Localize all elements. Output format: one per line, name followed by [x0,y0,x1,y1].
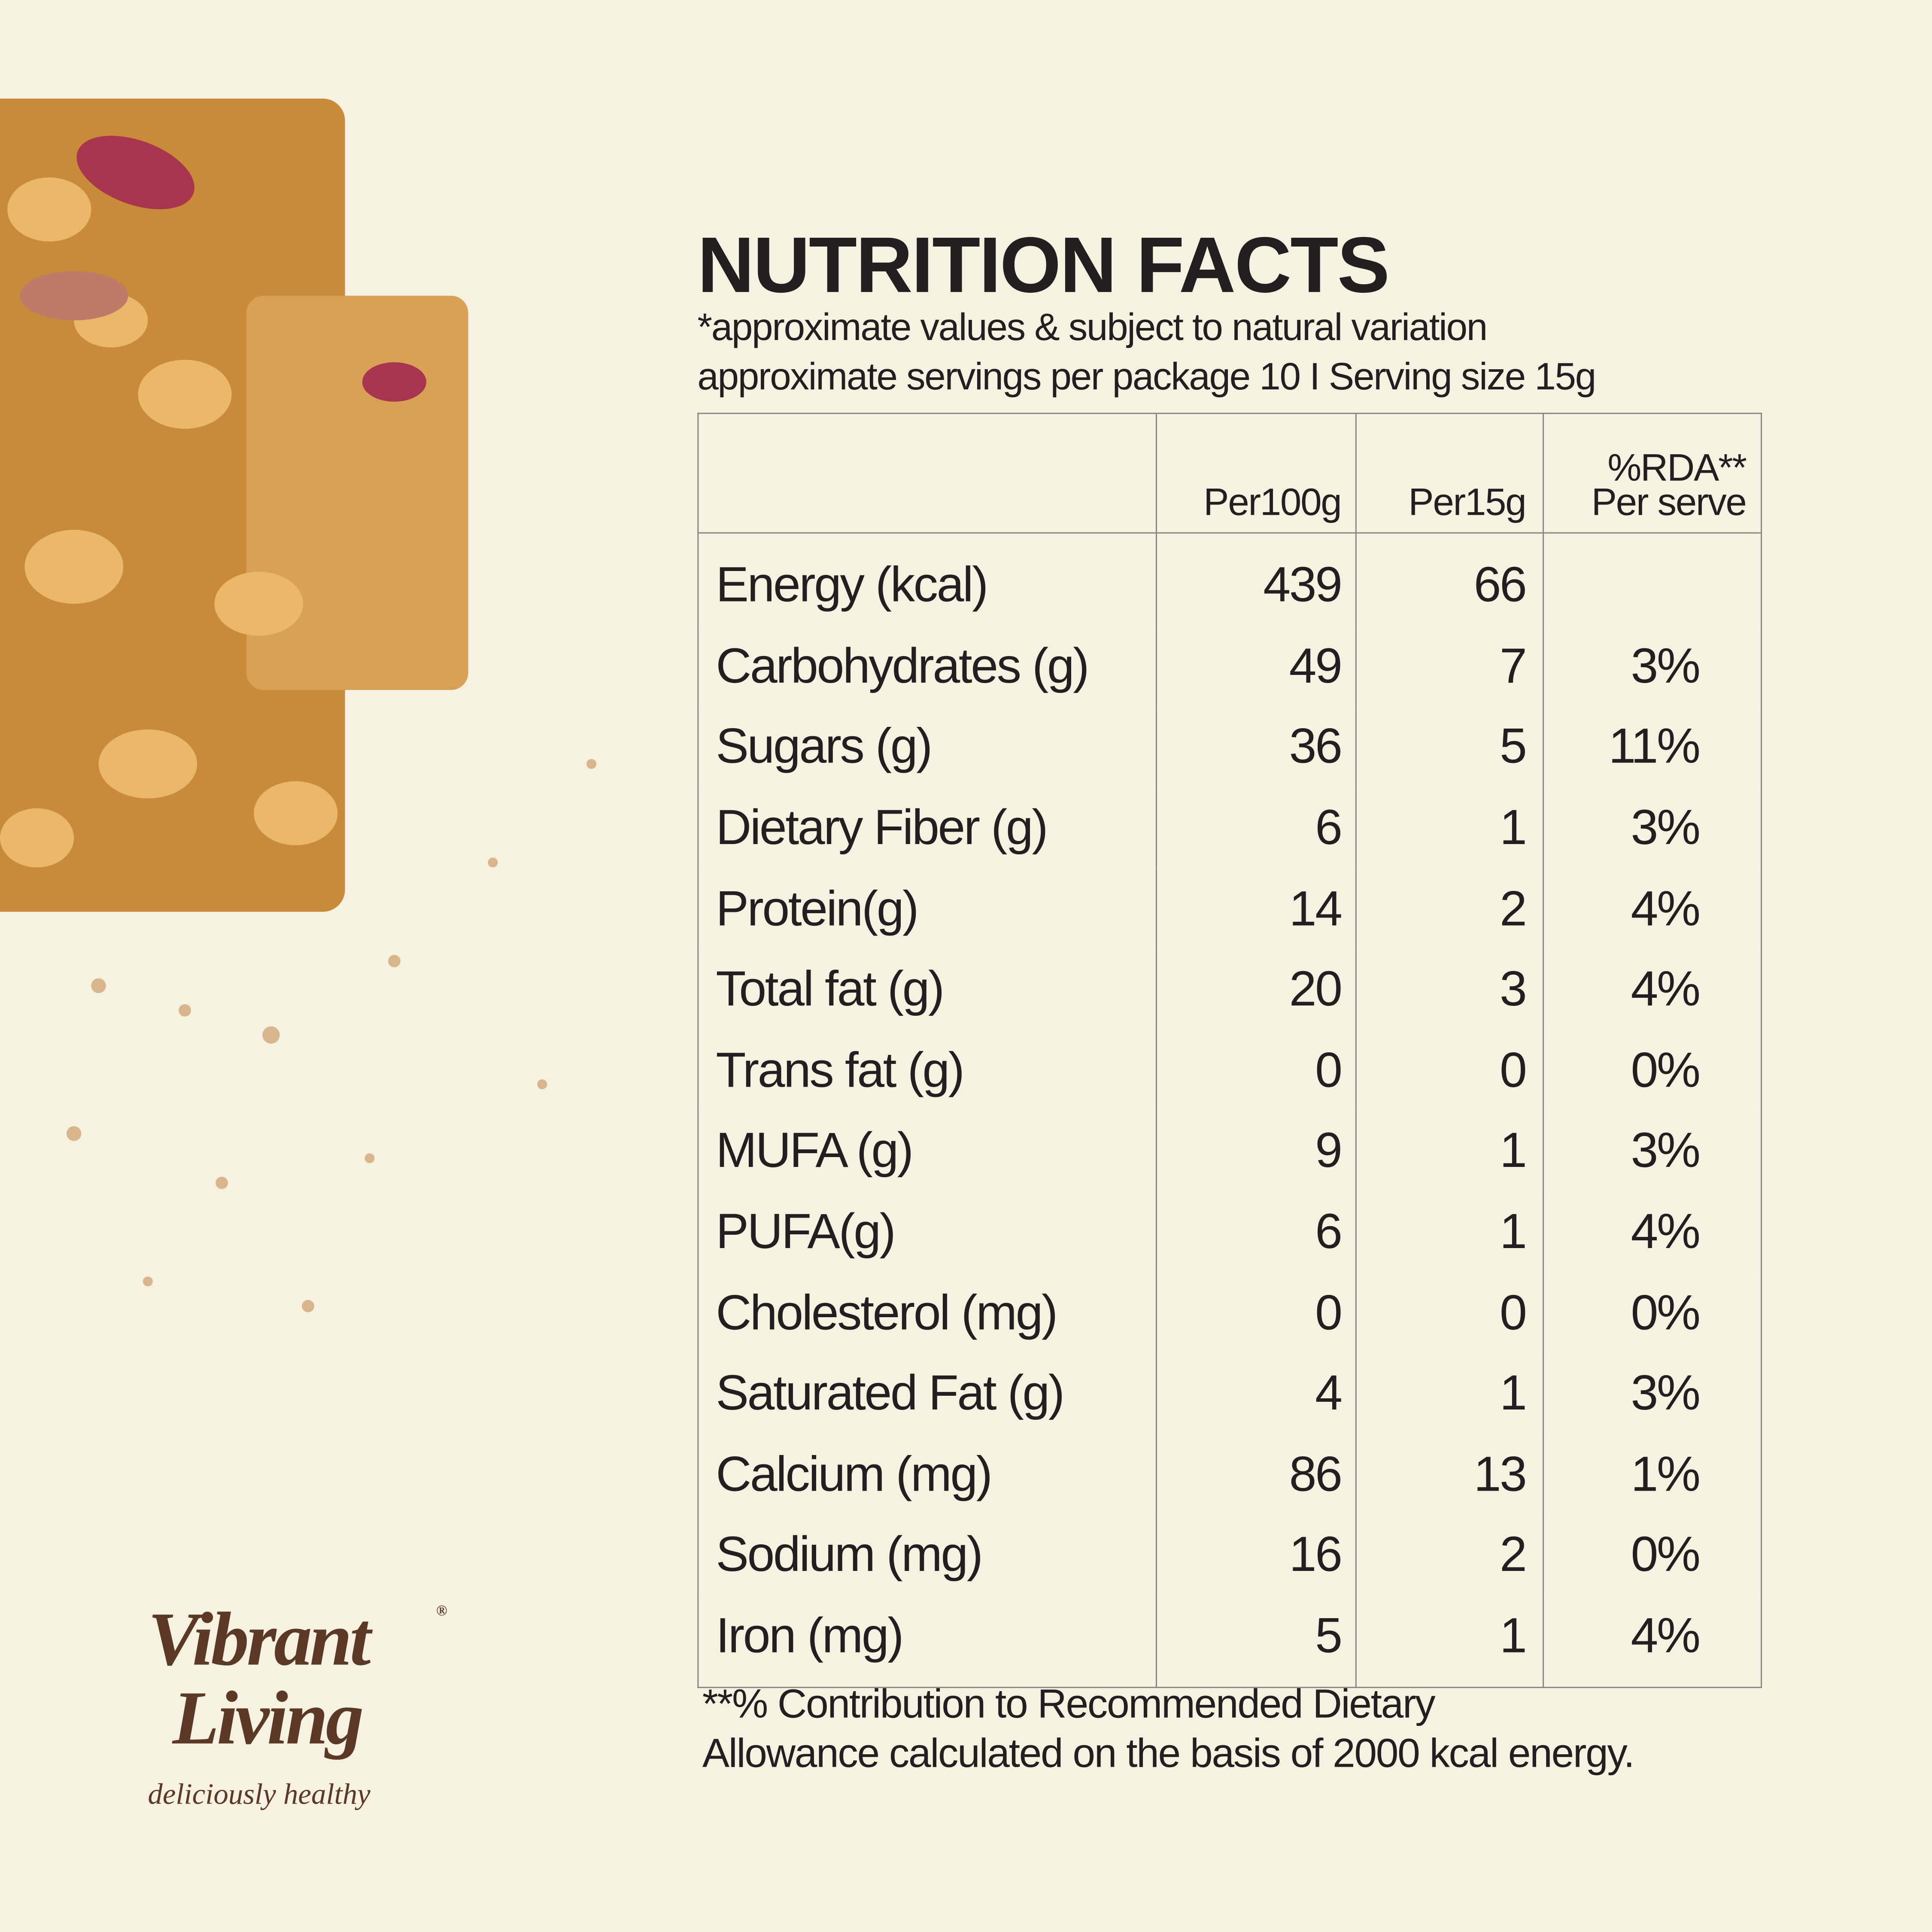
nutrient-row: Protein(g) 14 2 4% [697,869,1762,950]
nutrient-value: 4% [1543,1192,1762,1273]
nutrient-name: Total fat (g) [697,950,1157,1031]
nutrient-value: 6 [1155,1192,1357,1273]
nutrient-row: Energy (kcal) 439 66 [697,533,1762,627]
crumbs [66,759,597,1312]
nutrient-value: 1 [1355,1192,1544,1273]
footnote: **% Contribution to Recommended Dietary [702,1680,1436,1726]
nutrient-value: 1 [1355,788,1544,869]
nutrient-value: 1 [1355,1112,1544,1193]
nutrient-value: 1% [1543,1435,1762,1516]
nutrient-row: Trans fat (g) 0 0 0% [697,1030,1762,1112]
subtitle: *approximate values & subject to natural… [697,305,1488,349]
footnote: Allowance calculated on the basis of 200… [702,1730,1635,1776]
nutrient-value: 3% [1543,1354,1762,1435]
nutrient-row: MUFA (g) 9 1 3% [697,1112,1762,1193]
nutrient-value: 4% [1543,1596,1762,1689]
nutrient-value: 1 [1355,1596,1544,1689]
header-cell [697,413,1157,534]
header-line: Per serve [1591,480,1747,524]
header-line: %RDA** [1607,446,1747,489]
nutrient-value: 4% [1543,950,1762,1031]
header-cell: Per100g [1155,413,1357,534]
nutrient-value: 86 [1155,1435,1357,1516]
nutrient-value: 2 [1355,1516,1544,1597]
nutrient-value: 3% [1543,626,1762,708]
nutrient-value: 6 [1155,788,1357,869]
nutrient-row: Saturated Fat (g) 4 1 3% [697,1354,1762,1435]
nutrient-value: 3% [1543,1112,1762,1193]
nutrient-name: Dietary Fiber (g) [697,788,1157,869]
nutrient-value: 9 [1155,1112,1357,1193]
nutrient-name: Trans fat (g) [697,1030,1157,1112]
nutrient-value: 13 [1355,1435,1544,1516]
nutrient-value: 1 [1355,1354,1544,1435]
nutrient-value: 20 [1155,950,1357,1031]
nutrient-value: 5 [1155,1596,1357,1689]
header-cell: %RDA** Per serve [1543,413,1762,534]
nutrient-value [1543,533,1762,627]
nutrient-name: MUFA (g) [697,1112,1157,1193]
subtitle: approximate servings per package 10 I Se… [697,355,1596,398]
nutrient-name: Cholesterol (mg) [697,1273,1157,1354]
nutrient-value: 5 [1355,707,1544,789]
nutrient-value: 0% [1543,1030,1762,1112]
nutrient-row: Dietary Fiber (g) 6 1 3% [697,788,1762,869]
table-body: Energy (kcal) 439 66 Carbohydrates (g) 49 7 3%… [697,533,1762,1689]
nutrient-name: Calcium (mg) [697,1435,1157,1516]
nutrient-value: 3 [1355,950,1544,1031]
nutrient-row: Sodium (mg) 16 2 0% [697,1516,1762,1597]
nutrient-value: 2 [1355,869,1544,950]
nutrient-value: 66 [1355,533,1544,627]
nutrient-value: 0% [1543,1516,1762,1597]
nutrient-row: Calcium (mg) 86 13 1% [697,1435,1762,1516]
nutrient-name: Sodium (mg) [697,1516,1157,1597]
tagline: deliciously healthy [148,1779,371,1811]
nutrient-value: 36 [1155,707,1357,789]
nutrient-name: Sugars (g) [697,707,1157,789]
nutrient-name: Iron (mg) [697,1596,1157,1689]
nutrient-value: 439 [1155,533,1357,627]
nutrient-name: Energy (kcal) [697,533,1157,627]
title: NUTRITION FACTS [697,220,1390,310]
nutrition-table: Per100g Per15g %RDA** Per serve Energy (k… [697,413,1762,1689]
nutrient-name: Carbohydrates (g) [697,626,1157,708]
nutrient-value: 3% [1543,788,1762,869]
brand-name: Vibrant [148,1598,371,1682]
nutrient-value: 16 [1155,1516,1357,1597]
brand-name: Living [172,1677,364,1761]
rose-petals [19,136,426,402]
registered-mark: ® [436,1601,447,1619]
nutrient-value: 7 [1355,626,1544,708]
nutrient-row: Carbohydrates (g) 49 7 3% [697,626,1762,708]
nutrient-value: 11% [1543,707,1762,789]
food-image [0,98,597,1312]
nutrient-value: 0 [1355,1273,1544,1354]
nutrient-value: 0 [1155,1030,1357,1112]
nutrient-row: Sugars (g) 36 5 11% [697,707,1762,789]
nutrient-row: Cholesterol (mg) 0 0 0% [697,1273,1762,1354]
header-cell: Per15g [1355,413,1544,534]
header-row: Per100g Per15g %RDA** Per serve [697,413,1762,534]
nutrient-value: 0 [1355,1030,1544,1112]
nutrient-value: 0% [1543,1273,1762,1354]
nutrient-row: Iron (mg) 5 1 4% [697,1596,1762,1689]
nutrient-row: PUFA(g) 6 1 4% [697,1192,1762,1273]
nutrient-name: Protein(g) [697,869,1157,950]
nutrient-value: 49 [1155,626,1357,708]
nutrient-name: Saturated Fat (g) [697,1354,1157,1435]
nutrient-value: 14 [1155,869,1357,950]
nutrient-value: 4% [1543,869,1762,950]
nutrient-row: Total fat (g) 20 3 4% [697,950,1762,1031]
nutrient-value: 0 [1155,1273,1357,1354]
nuts [0,177,338,868]
nutrient-name: PUFA(g) [697,1192,1157,1273]
nutrient-value: 4 [1155,1354,1357,1435]
